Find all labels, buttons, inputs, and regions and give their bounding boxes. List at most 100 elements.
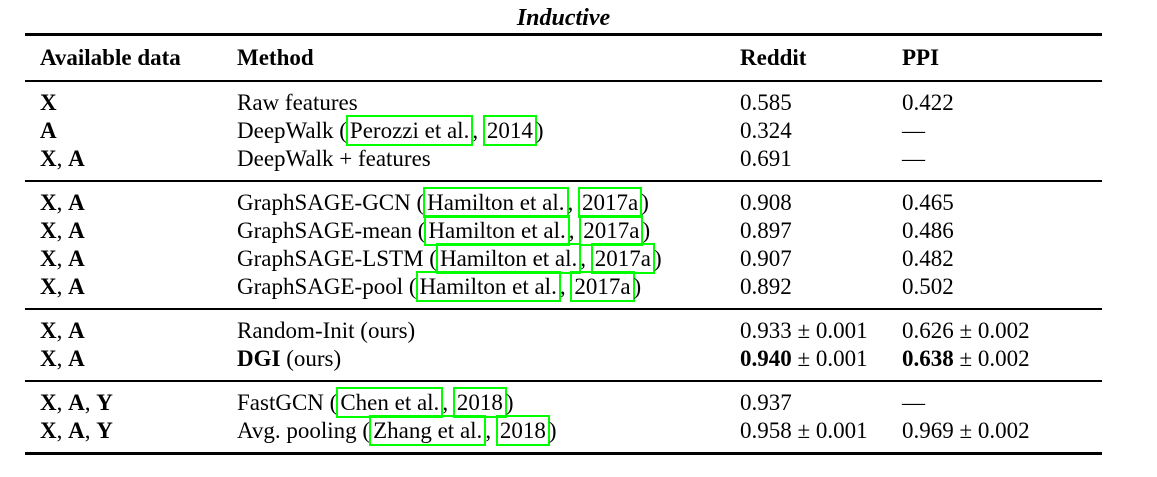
column-header-available-data: Available data — [40, 45, 181, 70]
citation-link-box[interactable]: Perozzi et al. — [345, 115, 474, 146]
text-segment: , — [472, 118, 484, 143]
table-row: X, A Random-Init (ours) 0.933 ± 0.001 0.626… — [25, 317, 1102, 345]
text-segment: 0.502 — [902, 274, 954, 299]
method-cell: GraphSAGE-pool (Hamilton et al., 2017a) — [237, 271, 740, 302]
text-segment: , — [56, 418, 69, 443]
text-segment: FastGCN ( — [237, 390, 338, 415]
text-segment: , — [56, 274, 69, 299]
text-segment: X — [40, 246, 57, 271]
text-segment: DeepWalk + features — [237, 146, 431, 171]
text-segment: A — [68, 246, 85, 271]
available-data-cell: X, A — [25, 189, 237, 217]
text-segment: A — [68, 318, 85, 343]
citation-link-box[interactable]: Chen et al. — [336, 387, 444, 418]
text-segment: 0.422 — [902, 90, 954, 115]
text-segment: , — [56, 346, 69, 371]
available-data-cell: X, A — [25, 273, 237, 301]
text-segment: 0.585 — [740, 90, 792, 115]
text-segment: 0.465 — [902, 190, 954, 215]
text-segment: 0.908 — [740, 190, 792, 215]
text-segment: , — [568, 218, 581, 243]
available-data-cell: X, A, Y — [25, 417, 237, 445]
table-group: X Raw features 0.585 0.422 A DeepWalk (Perozz… — [25, 82, 1102, 182]
method-cell: GraphSAGE-mean (Hamilton et al., 2017a) — [237, 215, 740, 246]
table-row: X, A GraphSAGE-GCN (Hamilton et al., 2017… — [25, 187, 1102, 218]
text-segment: X — [40, 218, 57, 243]
table-body: X Raw features 0.585 0.422 A DeepWalk (Perozz… — [25, 82, 1102, 455]
text-segment: ) — [505, 390, 514, 415]
text-segment: 0.897 — [740, 218, 792, 243]
table-row: X, A DGI (ours) 0.940 ± 0.001 0.638 ± 0.002 — [25, 345, 1102, 373]
ppi-value-cell: 0.422 — [902, 89, 1102, 117]
reddit-value-cell: 0.908 — [740, 189, 902, 217]
results-table: Available data Method Reddit PPI X Raw fe… — [25, 33, 1102, 455]
text-segment: , — [84, 418, 97, 443]
table-group: X, A GraphSAGE-GCN (Hamilton et al., 2017… — [25, 182, 1102, 310]
method-cell: DeepWalk (Perozzi et al., 2014) — [237, 115, 740, 146]
ppi-value-cell: 0.486 — [902, 217, 1102, 245]
citation-link-box[interactable]: 2017a — [570, 271, 635, 302]
text-segment: A — [68, 390, 85, 415]
ppi-value-cell: 0.969 ± 0.002 — [902, 417, 1102, 445]
text-segment: — — [902, 390, 925, 415]
text-segment: , — [56, 390, 69, 415]
text-segment: ± 0.002 — [953, 346, 1030, 371]
text-segment: Y — [96, 418, 113, 443]
text-segment: A — [40, 118, 57, 143]
text-segment: 0.892 — [740, 274, 792, 299]
text-segment: X — [40, 190, 57, 215]
text-segment: 0.482 — [902, 246, 954, 271]
text-segment: A — [68, 190, 85, 215]
citation-link-box[interactable]: Zhang et al. — [369, 415, 487, 446]
table-group: X, A, Y FastGCN (Chen et al., 2018) 0.937—… — [25, 382, 1102, 455]
citation-link-box[interactable]: 2017a — [590, 243, 655, 274]
citation-link-box[interactable]: Hamilton et al. — [435, 243, 582, 274]
text-segment: 0.937 — [740, 390, 792, 415]
citation-link-box[interactable]: 2018 — [495, 415, 550, 446]
table-row: X, A GraphSAGE-mean (Hamilton et al., 201… — [25, 215, 1102, 246]
method-cell: Raw features — [237, 89, 740, 117]
method-cell: Random-Init (ours) — [237, 317, 740, 345]
text-segment: A — [68, 418, 85, 443]
text-segment: , — [56, 218, 69, 243]
reddit-value-cell: 0.940 ± 0.001 — [740, 345, 902, 373]
citation-link-box[interactable]: 2018 — [452, 387, 507, 418]
text-segment: , — [56, 146, 69, 171]
text-segment: 0.933 ± 0.001 — [740, 318, 868, 343]
text-segment: X — [40, 418, 57, 443]
text-segment: 0.940 — [740, 346, 792, 371]
table-title: Inductive — [516, 5, 611, 31]
text-segment: , — [442, 390, 454, 415]
citation-link-box[interactable]: Hamilton et al. — [424, 215, 570, 246]
text-segment: ) — [633, 274, 642, 299]
text-segment: ) — [641, 190, 649, 215]
text-segment: Random-Init (ours) — [237, 318, 416, 343]
text-segment: ) — [654, 246, 662, 271]
ppi-value-cell: 0.626 ± 0.002 — [902, 317, 1102, 345]
available-data-cell: X, A, Y — [25, 389, 237, 417]
text-segment: ) — [642, 218, 651, 243]
text-segment: GraphSAGE-GCN ( — [237, 190, 425, 215]
text-segment: 0.958 ± 0.001 — [740, 418, 868, 443]
text-segment: 0.626 ± 0.002 — [902, 318, 1030, 343]
reddit-value-cell: 0.897 — [740, 217, 902, 245]
text-segment: 0.969 ± 0.002 — [902, 418, 1030, 443]
ppi-value-cell: 0.482 — [902, 245, 1102, 273]
text-segment: X — [40, 274, 57, 299]
citation-link-box[interactable]: 2017a — [578, 187, 643, 218]
citation-link-box[interactable]: 2014 — [482, 115, 537, 146]
method-cell: GraphSAGE-LSTM (Hamilton et al., 2017a) — [237, 243, 740, 274]
reddit-value-cell: 0.907 — [740, 245, 902, 273]
table-row: X, A GraphSAGE-pool (Hamilton et al., 201… — [25, 271, 1102, 302]
text-segment: 0.638 — [902, 346, 954, 371]
ppi-value-cell: 0.502 — [902, 273, 1102, 301]
citation-link-box[interactable]: Hamilton et al. — [415, 271, 561, 302]
method-cell: Avg. pooling (Zhang et al., 2018) — [237, 415, 740, 446]
citation-link-box[interactable]: Hamilton et al. — [423, 187, 569, 218]
citation-link-box[interactable]: 2017a — [579, 215, 644, 246]
text-segment: , — [559, 274, 572, 299]
reddit-value-cell: 0.324 — [740, 117, 902, 145]
reddit-value-cell: 0.958 ± 0.001 — [740, 417, 902, 445]
method-cell: FastGCN (Chen et al., 2018) — [237, 387, 740, 418]
